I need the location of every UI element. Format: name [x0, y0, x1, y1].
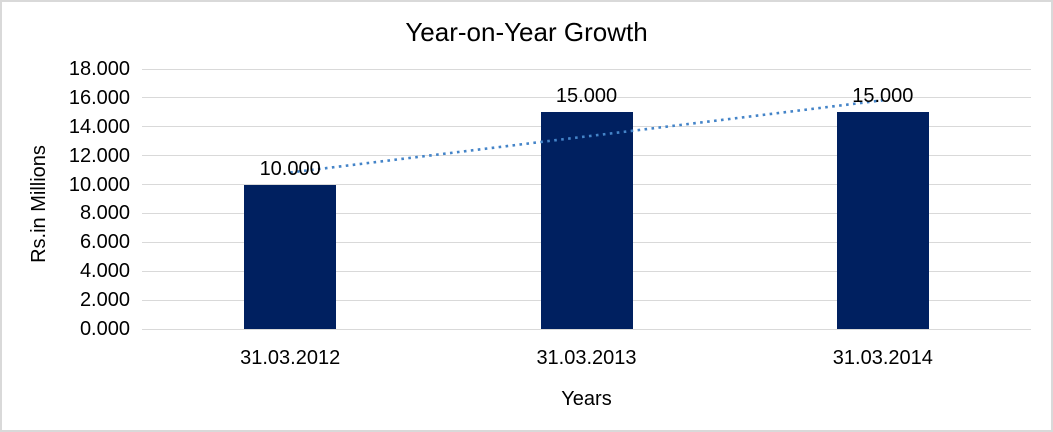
y-tick-label: 6.000	[79, 231, 130, 254]
y-tick-label: 10.000	[68, 173, 130, 196]
y-tick-label: 4.000	[79, 260, 130, 283]
y-tick-label: 14.000	[68, 115, 130, 138]
y-tick-label: 16.000	[68, 86, 130, 109]
plot-area: 10.000 15.000 15.000	[142, 68, 1031, 330]
x-category-label: 31.03.2014	[832, 347, 933, 369]
bar-31.03.2012	[244, 184, 337, 329]
y-tick-label: 18.000	[68, 58, 130, 80]
y-tick-label: 0.000	[79, 318, 130, 340]
gridline	[142, 328, 1031, 330]
x-axis-title: Years	[561, 388, 612, 410]
bar-data-label: 15.000	[555, 85, 618, 108]
y-tick-label: 2.000	[79, 289, 130, 312]
x-category-label: 31.03.2012	[240, 347, 341, 369]
y-tick-label: 12.000	[68, 144, 130, 167]
gridline	[142, 68, 1031, 70]
y-tick-label: 8.000	[79, 202, 130, 225]
gridline	[142, 97, 1031, 99]
bar-31.03.2014	[836, 112, 929, 329]
chart-title: Year-on-Year Growth	[405, 17, 648, 47]
x-category-label: 31.03.2013	[536, 347, 637, 369]
bar-31.03.2013	[540, 112, 633, 329]
bar-data-label: 10.000	[259, 157, 321, 180]
bar-data-label: 15.000	[852, 85, 914, 108]
